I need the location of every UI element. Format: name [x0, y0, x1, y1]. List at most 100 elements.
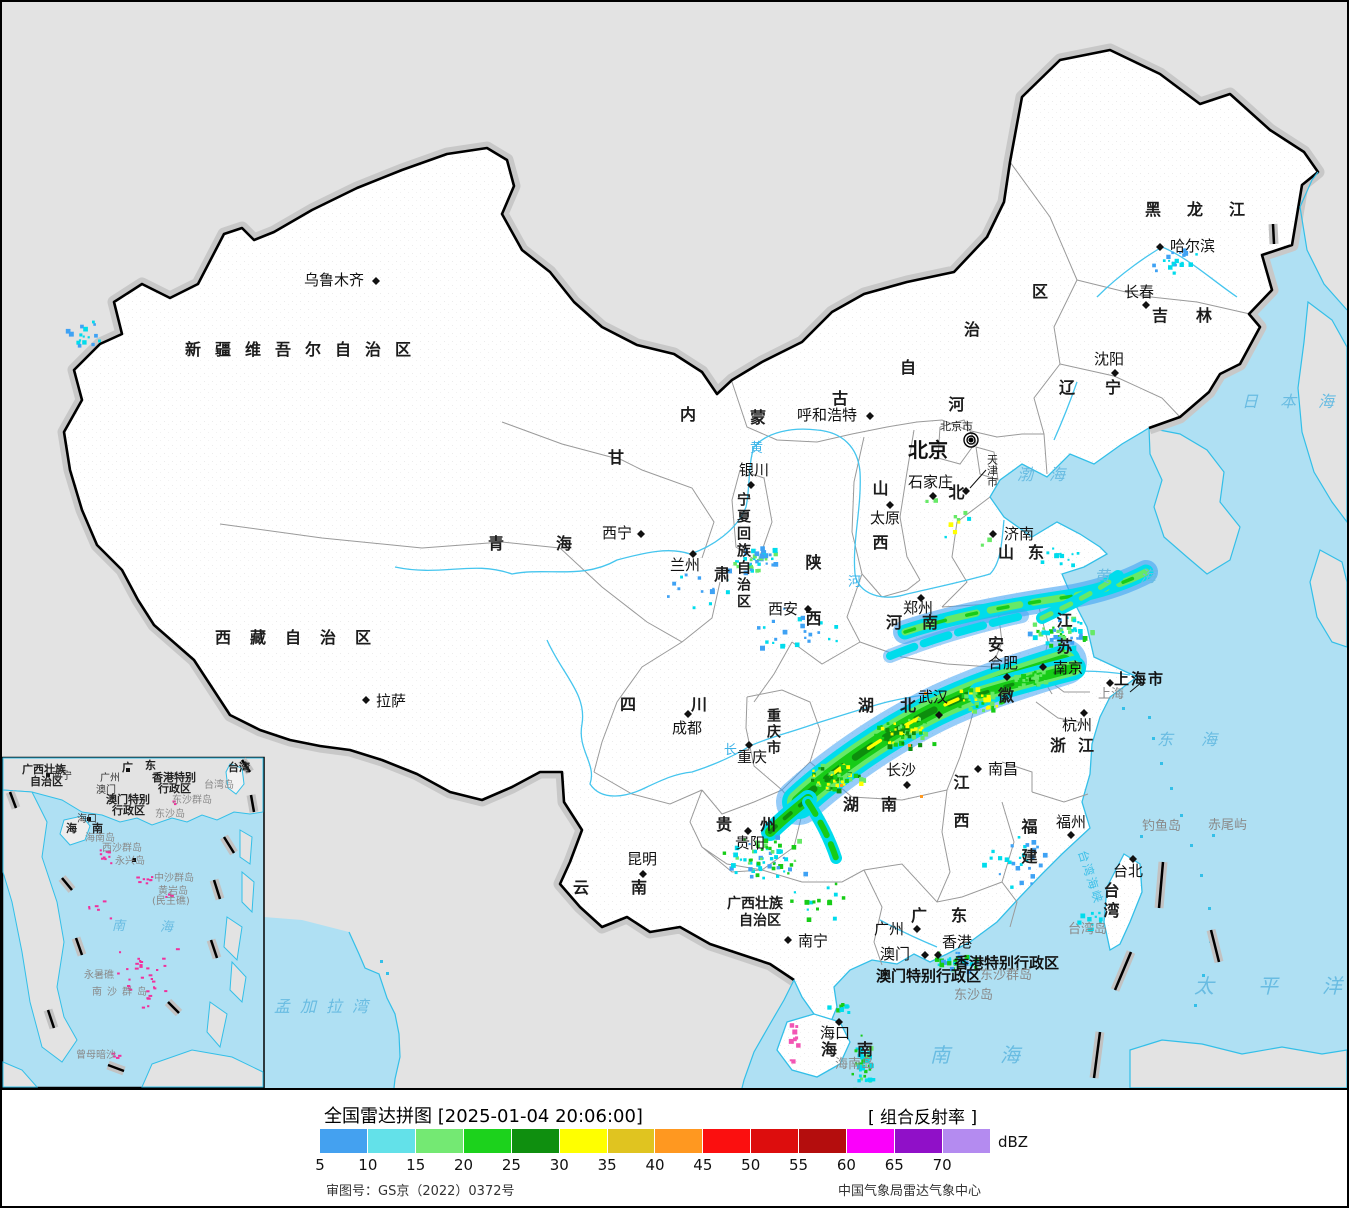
scale-swatch-50	[751, 1129, 799, 1153]
echo-cell	[859, 1068, 862, 1072]
echo-cell	[966, 969, 972, 974]
echo-cell	[773, 562, 779, 567]
echo-cell	[1000, 700, 1005, 704]
echo-cell	[795, 1025, 799, 1028]
islet	[1190, 844, 1193, 847]
echo-cell	[1031, 840, 1037, 845]
echo-cell	[757, 568, 761, 573]
scale-tick-30: 30	[549, 1156, 569, 1174]
echo-cell	[743, 552, 748, 556]
echo-cell	[908, 718, 911, 722]
echo-cell	[974, 691, 978, 695]
echo-cell	[886, 722, 890, 725]
inset-reef-dot	[129, 988, 133, 991]
echo-cell	[839, 1007, 844, 1012]
echo-cell	[755, 569, 759, 573]
inset-island-groups	[88, 800, 180, 1059]
inset-zhongshaqundao: 中沙群岛	[154, 871, 194, 884]
echo-cell	[1053, 635, 1058, 640]
echo-cell	[986, 705, 991, 710]
echo-cell	[800, 615, 805, 621]
echo-cell	[1172, 271, 1176, 275]
echo-band-6-layer-1	[886, 612, 1026, 660]
echo-cell	[708, 602, 712, 606]
islet	[1160, 762, 1163, 765]
echo-cell	[759, 867, 763, 872]
echo-cell	[826, 886, 830, 890]
city-chengdu: 成都	[672, 719, 702, 737]
inset-guangxi-1: 广西壮族	[22, 762, 67, 776]
echo-cell	[914, 727, 918, 731]
city-marker-harbin	[1156, 243, 1164, 251]
echo-cell	[899, 731, 903, 736]
echo-cell	[861, 778, 867, 783]
province-sichuan: 四川	[620, 695, 762, 714]
echo-strong-cell	[924, 692, 927, 695]
echo-cell	[828, 637, 831, 641]
echo-cell	[912, 731, 916, 736]
scale-swatch-20	[463, 1129, 511, 1153]
inset-mainland	[2, 757, 264, 826]
echo-cell	[857, 1064, 862, 1070]
city-zhengzhou: 郑州	[903, 599, 933, 617]
echo-cell	[817, 781, 821, 785]
echo-cell	[902, 734, 905, 737]
echo-cell	[1066, 640, 1070, 644]
echo-cell	[712, 587, 715, 591]
echo-cell	[1036, 845, 1039, 849]
echo-cell	[776, 849, 782, 854]
echo-cell	[1038, 631, 1044, 637]
echo-cell	[1078, 629, 1083, 634]
map-title: 全国雷达拼图 [2025-01-04 20:06:00]	[324, 1106, 643, 1127]
echo-cell	[968, 690, 973, 695]
city-marker-shanghai	[1106, 679, 1114, 687]
echo-cell	[896, 729, 902, 735]
echo-cell	[827, 899, 832, 904]
echo-cell	[672, 581, 677, 586]
inset-hainan-1: 海	[66, 821, 77, 835]
echo-cell	[889, 726, 895, 732]
echo-cell	[765, 847, 769, 851]
echo-cell	[752, 554, 757, 559]
inset-reef-dot	[147, 1005, 150, 1008]
inset-reef-dot	[97, 908, 100, 911]
echo-cell	[763, 838, 769, 844]
province-zhejiang: 浙江	[1050, 736, 1106, 755]
islet	[1200, 874, 1203, 877]
echo-cell	[861, 1054, 865, 1059]
echo-cell	[817, 898, 821, 903]
echo-cell	[989, 705, 994, 710]
inset-reef-dot	[175, 948, 180, 951]
echo-cell	[953, 515, 958, 519]
echo-cell	[692, 606, 696, 610]
inset-reef-dot	[152, 980, 156, 983]
echo-strong-cell	[920, 795, 923, 798]
scale-tick-65: 65	[884, 1156, 904, 1174]
province-anhui-2: 徽	[997, 686, 1015, 705]
echo-cell	[762, 861, 766, 864]
echo-cell	[780, 643, 785, 649]
echo-cell	[78, 339, 82, 342]
city-harbin: 哈尔滨	[1170, 237, 1215, 255]
city-lhasa: 拉萨	[376, 692, 406, 710]
echo-cell	[65, 328, 71, 334]
inset-reef-dot	[102, 900, 107, 903]
echo-cell	[949, 966, 955, 972]
echo-cell	[854, 1062, 858, 1065]
scale-swatch-35	[607, 1129, 655, 1153]
echo-cell	[862, 1061, 865, 1065]
province-neimenggu-2: 蒙	[750, 408, 766, 427]
echo-cell	[880, 725, 883, 728]
city-wuhan: 武汉	[918, 688, 948, 706]
echo-cell	[987, 537, 992, 543]
province-neimenggu-1: 内	[680, 405, 696, 424]
echo-cell	[846, 765, 851, 770]
echo-cell	[1038, 863, 1043, 868]
city-marker-lhasa	[362, 696, 370, 704]
sea-pacific: 太平洋	[1194, 974, 1347, 998]
foreign-coastline	[348, 171, 1347, 1088]
city-marker-tianjin	[962, 487, 970, 495]
echo-cell	[750, 566, 754, 570]
